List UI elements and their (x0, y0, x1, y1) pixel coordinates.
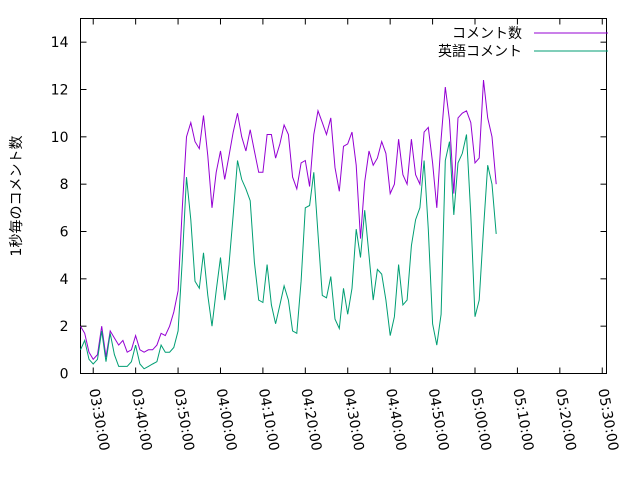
legend-label-2: 英語コメント (438, 43, 522, 60)
y-tick-label: 4 (60, 272, 69, 288)
y-tick-label: 0 (60, 367, 69, 383)
series-line-1 (80, 79, 497, 361)
x-tick-label: 05:30:00 (594, 387, 621, 452)
x-tick-label: 03:50:00 (170, 387, 197, 452)
y-tick-label: 6 (60, 225, 69, 241)
x-tick-label: 04:10:00 (255, 387, 282, 452)
x-axis: 03:30:00 03:40:00 03:50:00 04:00:00 04:10:00… (85, 18, 621, 452)
x-tick-label: 03:40:00 (128, 387, 155, 452)
x-tick-label: 05:20:00 (552, 387, 579, 452)
series-layer (80, 79, 497, 370)
x-tick-label: 03:30:00 (85, 387, 112, 452)
y-axis: 0 2 4 6 8 10 12 14 (51, 35, 607, 383)
y-tick-label: 8 (60, 177, 69, 193)
y-tick-label: 12 (51, 83, 69, 99)
plot-frame (80, 18, 607, 374)
x-tick-label: 04:30:00 (340, 387, 367, 452)
y-axis-label: 1秒毎のコメント数 (9, 136, 25, 257)
legend-label-1: コメント数 (452, 26, 522, 42)
y-tick-label: 10 (51, 130, 69, 146)
x-tick-label: 05:00:00 (467, 387, 494, 452)
y-tick-label: 14 (51, 35, 69, 51)
x-tick-label: 04:40:00 (382, 387, 409, 452)
series-line-2 (80, 134, 497, 370)
x-tick-label: 04:20:00 (297, 387, 324, 452)
x-tick-label: 05:10:00 (509, 387, 536, 452)
y-tick-label: 2 (60, 319, 69, 335)
x-tick-label: 04:00:00 (213, 387, 240, 452)
x-tick-label: 04:50:00 (425, 387, 452, 452)
